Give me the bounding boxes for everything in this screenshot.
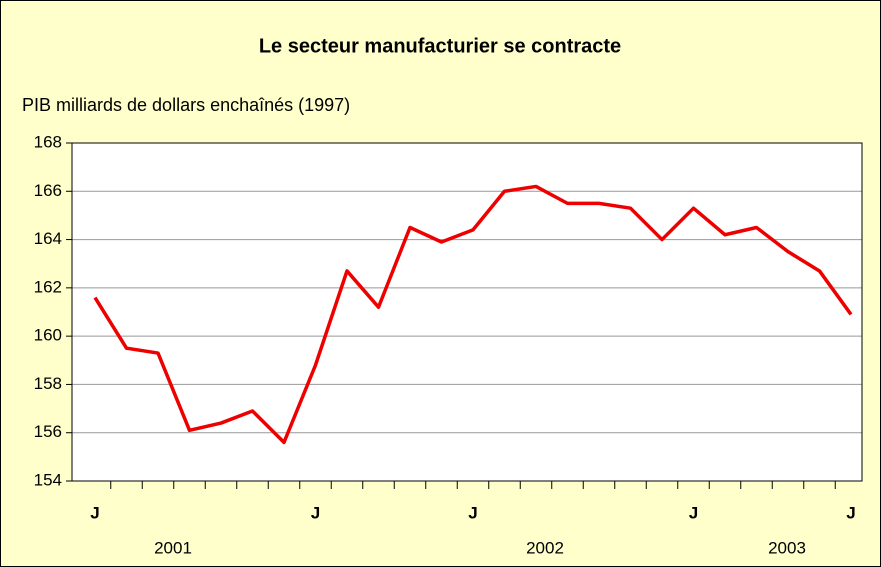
data-line [93, 184, 853, 445]
y-axis-label: PIB milliards de dollars enchaînés (1997… [22, 95, 350, 115]
chart-title: Le secteur manufacturier se contracte [259, 35, 621, 57]
x-tick-label: J [689, 503, 698, 522]
plot-area [71, 142, 863, 482]
year-label: 2003 [768, 538, 806, 557]
y-tick-label: 156 [34, 422, 62, 441]
y-tick-label: 166 [34, 181, 62, 200]
year-label: 2002 [526, 538, 564, 557]
y-tick-label: 160 [34, 326, 62, 345]
y-tick-label: 168 [34, 132, 62, 151]
x-tick-label: J [90, 503, 99, 522]
y-tick-label: 164 [34, 229, 62, 248]
year-label: 2001 [154, 538, 192, 557]
x-tick-label: J [468, 503, 477, 522]
x-tick-label: J [311, 503, 320, 522]
plot-border [71, 142, 863, 482]
y-tick-label: 158 [34, 374, 62, 393]
x-tick-label: J [846, 503, 855, 522]
y-tick-label: 162 [34, 277, 62, 296]
y-tick-label: 154 [34, 470, 62, 489]
